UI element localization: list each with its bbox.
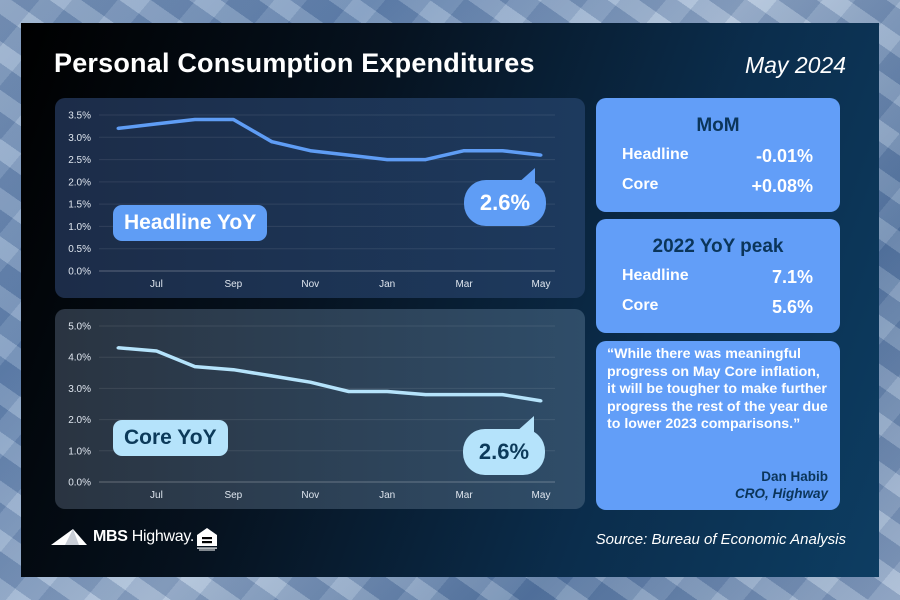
x-tick-label: Jul (150, 490, 163, 501)
y-tick-label: 0.0% (68, 478, 91, 489)
x-tick-label: Nov (301, 490, 319, 501)
row-label: Core (622, 297, 659, 314)
headline-chart-panel: 0.0% 0.5% 1.0% 1.5% 2.0% 2.5% 3.0% 3.5% Jul Sep No… (55, 98, 585, 298)
row-value: 5.6% (771, 297, 813, 317)
core-chart-label: Core YoY (113, 420, 228, 456)
x-tick-label: Sep (224, 279, 242, 290)
data-point (347, 153, 351, 157)
row-value: +0.08% (751, 176, 813, 196)
x-tick-label: Nov (301, 279, 319, 290)
quote-text: “While there was meaningful progress on … (607, 346, 828, 432)
quote-author-role: CRO, Highway (734, 486, 828, 501)
data-point (231, 117, 235, 121)
headline-yoy-chart: 0.0% 0.5% 1.0% 1.5% 2.0% 2.5% 3.0% 3.5% Jul Sep No… (68, 111, 555, 290)
x-tick-label: Jan (379, 490, 395, 501)
x-tick-label: Mar (455, 490, 473, 501)
row-value: 7.1% (771, 267, 813, 287)
core-chart-panel: 0.0% 1.0% 2.0% 3.0% 4.0% 5.0% Jul Sep Nov Jan Mar M… (55, 309, 585, 509)
row-label: Headline (622, 267, 689, 284)
y-tick-label: 2.5% (68, 155, 91, 166)
data-point (539, 399, 543, 403)
y-tick-label: 2.0% (68, 415, 91, 426)
data-point (308, 380, 312, 384)
quote-box: “While there was meaningful progress on … (596, 341, 840, 510)
mbs-highway-logo: MBS Highway. (51, 528, 194, 546)
mom-row-core: Core +0.08% (596, 176, 840, 197)
y-tick-label: 3.0% (68, 133, 91, 144)
data-point (193, 365, 197, 369)
mountain-logo-icon (51, 529, 87, 545)
headline-callout: 2.6% (464, 180, 546, 226)
peak-heading: 2022 YoY peak (652, 236, 784, 257)
series-line (117, 346, 542, 403)
peak-row-core: Core 5.6% (596, 297, 840, 318)
data-point (501, 393, 505, 397)
y-tick-label: 3.0% (68, 384, 91, 395)
mom-heading: MoM (696, 115, 740, 136)
row-label: Headline (622, 146, 689, 163)
quote-author: Dan Habib (761, 469, 828, 484)
data-point (308, 149, 312, 153)
equal-housing-opportunity-icon (197, 528, 217, 551)
peak-row-headline: Headline 7.1% (596, 267, 840, 288)
data-point (116, 346, 120, 350)
data-point (539, 153, 543, 157)
page-title: Personal Consumption Expenditures (54, 48, 535, 78)
data-point (462, 393, 466, 397)
logo-bold: MBS (93, 528, 128, 545)
callout-tail (516, 416, 534, 432)
y-tick-label: 1.0% (68, 446, 91, 457)
x-tick-label: May (532, 490, 551, 501)
headline-chart-label: Headline YoY (113, 205, 268, 241)
data-point (270, 374, 274, 378)
y-tick-label: 4.0% (68, 353, 91, 364)
data-point (501, 149, 505, 153)
x-tick-label: May (532, 279, 551, 290)
mom-row-headline: Headline -0.01% (596, 146, 840, 167)
y-tick-label: 5.0% (68, 322, 91, 333)
logo-rest: Highway. (127, 528, 195, 545)
core-yoy-chart: 0.0% 1.0% 2.0% 3.0% 4.0% 5.0% Jul Sep Nov Jan Mar M… (68, 322, 555, 501)
data-point (347, 390, 351, 394)
data-point (116, 126, 120, 130)
x-tick-label: Jul (150, 279, 163, 290)
y-tick-label: 3.5% (68, 111, 91, 122)
y-tick-label: 1.0% (68, 222, 91, 233)
series-line (117, 117, 542, 162)
data-point (385, 390, 389, 394)
x-tick-label: Jan (379, 279, 395, 290)
y-tick-label: 2.0% (68, 177, 91, 188)
report-date: May 2024 (744, 52, 846, 78)
data-point (154, 349, 158, 353)
row-label: Core (622, 176, 659, 193)
data-point (424, 158, 428, 162)
data-point (385, 158, 389, 162)
data-point (424, 393, 428, 397)
data-point (462, 149, 466, 153)
data-point (154, 122, 158, 126)
x-tick-label: Mar (455, 279, 473, 290)
x-tick-label: Sep (224, 490, 242, 501)
core-callout: 2.6% (463, 429, 545, 475)
row-value: -0.01% (755, 146, 813, 166)
quote-attribution: Dan Habib CRO, Highway (735, 468, 828, 502)
data-point (231, 368, 235, 372)
peak-box: 2022 YoY peak Headline 7.1% Core 5.6% (596, 219, 840, 333)
y-tick-label: 1.5% (68, 200, 91, 211)
mom-box: MoM Headline -0.01% Core +0.08% (596, 98, 840, 212)
data-point (270, 140, 274, 144)
data-point (193, 117, 197, 121)
source-note: Source: Bureau of Economic Analysis (595, 531, 846, 548)
y-tick-label: 0.0% (68, 267, 91, 278)
y-tick-label: 0.5% (68, 244, 91, 255)
